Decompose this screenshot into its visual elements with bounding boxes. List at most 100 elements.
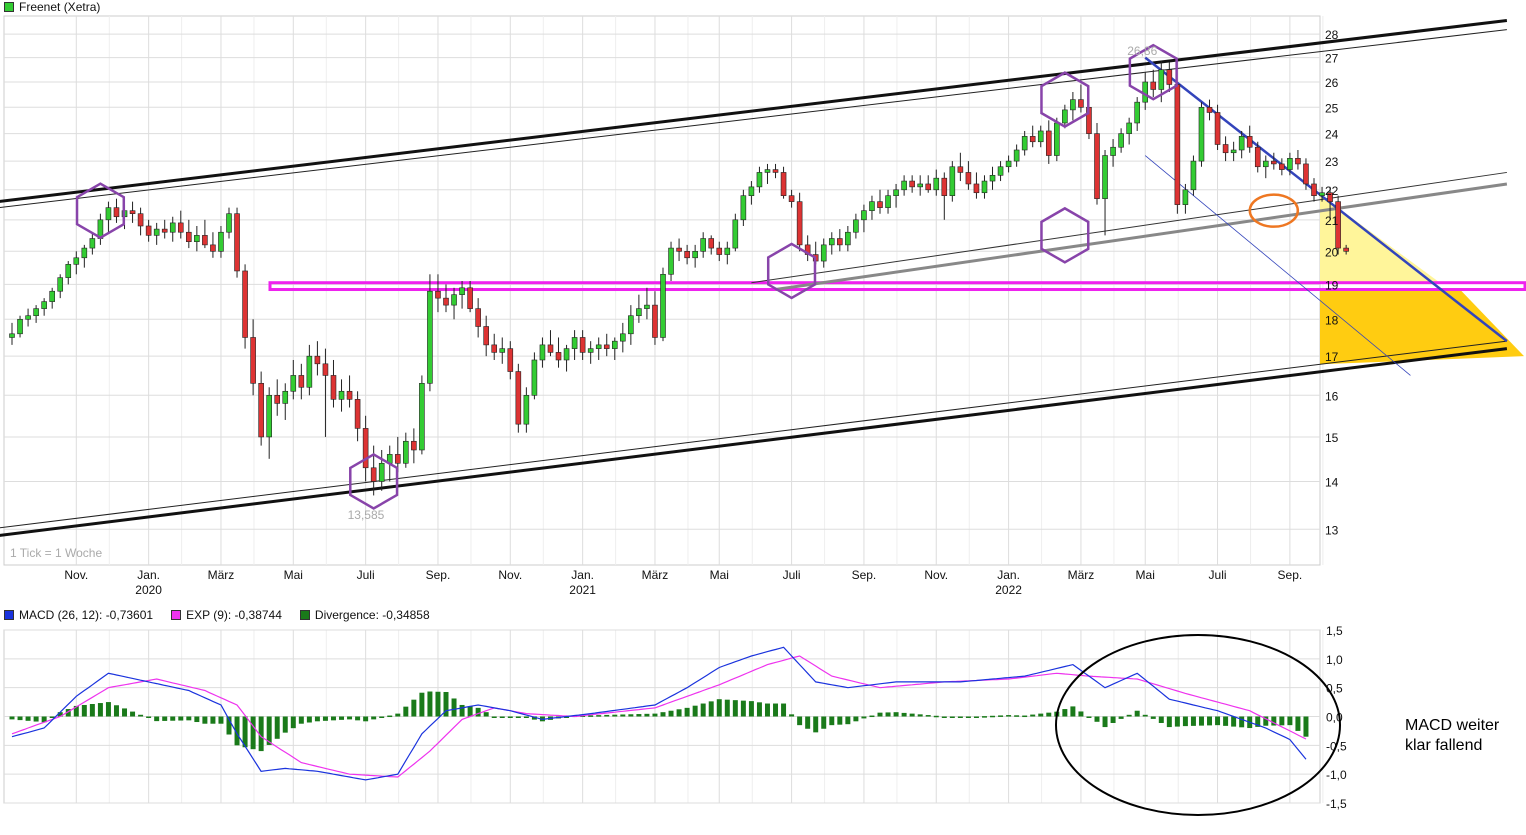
candle — [435, 274, 441, 313]
divergence-bar — [1046, 712, 1052, 717]
divergence-bar — [1078, 711, 1084, 717]
divergence-bar — [1223, 716, 1229, 726]
candle — [1013, 144, 1020, 167]
divergence-bar — [941, 716, 947, 718]
candle-body — [1150, 81, 1157, 90]
candle — [1279, 158, 1285, 176]
x-tick-label: Mai — [710, 568, 729, 582]
candle — [1110, 139, 1116, 167]
price-y-tick-label: 14 — [1325, 475, 1339, 489]
divergence-bar — [636, 714, 642, 717]
divergence-bar — [644, 713, 650, 717]
candle — [531, 352, 538, 400]
candle — [684, 244, 690, 265]
divergence-bar — [1038, 713, 1044, 717]
candle — [973, 172, 980, 199]
candle-body — [1045, 130, 1052, 156]
hexagon-marker — [1128, 43, 1178, 101]
candle — [636, 294, 642, 323]
divergence-bar — [893, 712, 899, 717]
x-tick-label: Nov. — [924, 568, 948, 582]
candle — [290, 359, 297, 400]
candle-body — [113, 207, 120, 218]
candle — [161, 219, 168, 239]
candle-body — [33, 308, 39, 317]
candle-body — [845, 231, 851, 246]
candle-body — [1158, 69, 1165, 90]
candle — [451, 287, 457, 320]
candle-body — [563, 348, 570, 361]
candle — [1094, 122, 1100, 205]
candle-body — [282, 390, 289, 404]
candle-body — [65, 264, 72, 278]
divergence-bar — [306, 716, 312, 723]
divergence-bar — [379, 716, 385, 718]
candle — [917, 175, 923, 196]
divergence-bar — [89, 704, 95, 717]
price-extreme-label: 26,86 — [1127, 44, 1157, 58]
divergence-bar — [1303, 716, 1309, 737]
candle-body — [668, 247, 674, 275]
price-y-tick-label: 23 — [1325, 155, 1339, 169]
divergence-bar — [1190, 716, 1196, 726]
divergence-bar — [965, 716, 971, 718]
candle — [202, 219, 208, 249]
candle-body — [1126, 122, 1132, 134]
candle — [81, 244, 88, 268]
candle-body — [603, 344, 610, 349]
candle — [989, 166, 996, 190]
divergence-bar — [805, 716, 811, 729]
divergence-bar — [853, 716, 859, 722]
candle — [700, 232, 706, 258]
candle-body — [242, 270, 248, 338]
candle — [732, 213, 739, 252]
candle-body — [354, 399, 361, 429]
macd-y-tick-label: -1,0 — [1326, 768, 1347, 782]
x-tick-label: März — [208, 568, 235, 582]
macd-legend: MACD (26, 12): -0,73601 EXP (9): -0,3874… — [4, 608, 430, 622]
divergence-bar — [973, 716, 979, 718]
candle-body — [732, 219, 739, 249]
candle-body — [981, 180, 988, 194]
divergence-bar — [17, 716, 23, 721]
divergence-bar — [1094, 716, 1100, 722]
candle-body — [1279, 163, 1285, 170]
candle — [716, 241, 723, 262]
candle — [1037, 125, 1044, 148]
candle-body — [620, 333, 626, 342]
candle — [1287, 152, 1293, 176]
candle — [780, 166, 787, 199]
candle-body — [202, 235, 208, 246]
divergence-bar — [1150, 716, 1156, 719]
candle — [515, 363, 522, 433]
candle — [33, 305, 39, 323]
candle-body — [1054, 122, 1060, 156]
candle — [507, 341, 514, 380]
candle-body — [909, 180, 915, 188]
candle — [306, 344, 313, 396]
x-tick-label: Jan. — [997, 568, 1020, 582]
divergence-bar — [9, 716, 15, 720]
divergence-bar — [395, 713, 401, 717]
candle-body — [266, 394, 272, 438]
candle — [177, 210, 184, 239]
divergence-bar — [290, 716, 296, 729]
candle — [587, 341, 594, 364]
candle-body — [869, 201, 875, 211]
candle-body — [507, 348, 514, 372]
divergence-bar — [371, 716, 377, 720]
candle — [17, 315, 23, 338]
divergence-bar — [909, 713, 915, 717]
divergence-bar — [676, 709, 682, 717]
price-legend-swatch — [4, 2, 14, 12]
divergence-bar — [789, 714, 795, 717]
candle-body — [258, 383, 264, 438]
divergence-bar — [499, 716, 505, 718]
divergence-bar — [668, 710, 674, 717]
divergence-bar — [202, 716, 208, 724]
candle-body — [378, 462, 385, 482]
candle — [1254, 141, 1261, 173]
candle-body — [740, 195, 747, 221]
divergence-bar — [764, 703, 770, 717]
divergence-bar — [612, 714, 618, 717]
